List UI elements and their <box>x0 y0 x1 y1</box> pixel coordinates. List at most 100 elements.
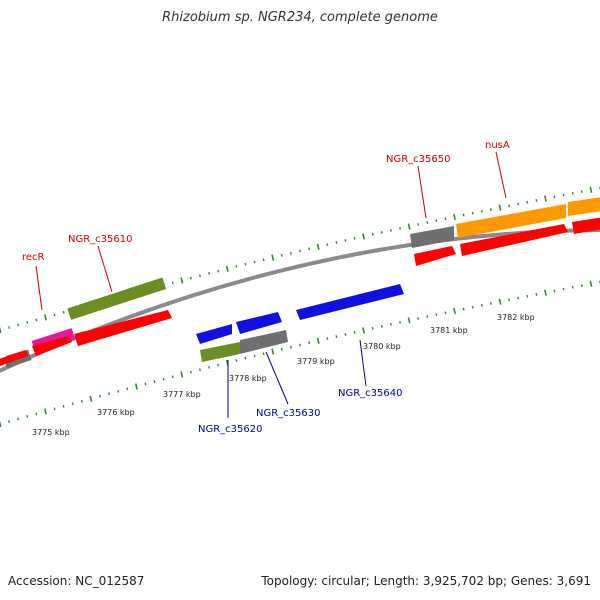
tick-mark <box>162 377 165 381</box>
tick-mark <box>380 230 383 234</box>
scale-labels: 3775 kbp 3776 kbp 3777 kbp 3778 kbp 3779… <box>32 313 535 437</box>
callout-lines <box>35 151 507 418</box>
tick-mark <box>435 219 438 223</box>
tick-mark <box>134 383 138 390</box>
gene-label-NGR_c35630: NGR_c35630 <box>256 408 321 419</box>
tick-mark <box>571 191 574 195</box>
tick-mark <box>0 326 2 334</box>
tick-mark <box>471 305 474 309</box>
tick-mark <box>444 217 447 221</box>
scale-label: 3779 kbp <box>297 357 335 366</box>
scale-label: 3782 kbp <box>497 313 535 322</box>
tick-mark <box>544 195 547 202</box>
gene-block-nusA[interactable] <box>456 204 566 238</box>
cds-arrow[interactable] <box>460 224 568 256</box>
cds-arrow[interactable] <box>32 336 72 356</box>
tick-mark <box>580 190 583 193</box>
tick-mark <box>480 303 483 307</box>
tick-mark <box>544 289 547 296</box>
tick-mark <box>235 359 238 362</box>
gene-arrow-blue[interactable] <box>236 312 282 334</box>
tick-mark <box>44 314 47 321</box>
gene-label-NGR_c35650: NGR_c35650 <box>386 154 451 165</box>
gene-block-NGR_c35620[interactable] <box>200 342 240 362</box>
tick-mark <box>344 333 347 336</box>
tick-mark <box>217 269 220 273</box>
tick-mark <box>117 390 120 393</box>
tick-mark <box>253 354 256 358</box>
tick-mark <box>8 326 11 329</box>
scale-label: 3781 kbp <box>430 326 468 335</box>
gene-arrow-blue[interactable] <box>196 324 232 344</box>
tick-mark <box>208 366 211 369</box>
tick-mark <box>280 253 283 257</box>
tick-mark <box>99 394 101 398</box>
cds-arrows-left <box>0 310 172 366</box>
upper-gene-labels: recR NGR_c35610 NGR_c35650 nusA <box>22 140 510 263</box>
tick-mark <box>589 280 593 287</box>
tick-mark <box>371 326 374 330</box>
tick-mark <box>462 307 465 311</box>
tick-mark <box>108 392 111 396</box>
tick-mark <box>53 407 56 411</box>
cds-arrow[interactable] <box>6 350 28 363</box>
tick-mark <box>35 318 38 322</box>
tick-mark <box>444 311 447 315</box>
tick-mark <box>517 202 520 206</box>
tick-mark <box>89 395 93 402</box>
tick-mark <box>453 307 456 314</box>
gene-label-NGR_c35610: NGR_c35610 <box>68 234 133 245</box>
tick-mark <box>517 296 520 300</box>
tick-mark <box>244 262 247 266</box>
scale-label: 3780 kbp <box>363 342 401 351</box>
gene-block-NGR_c35630[interactable] <box>240 330 288 354</box>
gene-label-NGR_c35620: NGR_c35620 <box>198 424 263 435</box>
tick-mark <box>299 249 301 253</box>
tick-mark <box>417 317 420 320</box>
tick-mark <box>144 382 147 386</box>
tick-mark <box>498 298 502 305</box>
tick-mark <box>35 412 38 416</box>
tick-mark <box>326 243 329 246</box>
tick-mark <box>8 420 11 423</box>
scale-label: 3775 kbp <box>32 428 70 437</box>
tick-mark <box>362 233 366 240</box>
tick-mark <box>417 223 420 226</box>
tick-mark <box>353 331 356 334</box>
tick-mark <box>180 371 184 378</box>
tick-mark <box>235 265 238 268</box>
gene-arrow-NGR_c35640[interactable] <box>296 284 404 320</box>
tick-mark <box>489 208 492 211</box>
scale-label: 3777 kbp <box>163 390 201 399</box>
tick-mark <box>299 343 301 347</box>
cds-arrow[interactable] <box>414 246 456 266</box>
tick-mark <box>571 285 574 289</box>
tick-mark <box>508 298 511 302</box>
tick-mark <box>389 323 392 326</box>
tick-mark <box>26 415 29 418</box>
gene-block-nusA-cont[interactable] <box>568 196 600 216</box>
tick-mark <box>399 227 401 230</box>
gene-block-NGR_c35610[interactable] <box>67 277 167 320</box>
gene-label-recR: recR <box>22 252 45 263</box>
scale-label: 3776 kbp <box>97 408 135 417</box>
tick-mark <box>271 348 275 355</box>
tick-mark <box>526 294 529 298</box>
cds-arrow[interactable] <box>74 310 172 346</box>
tick-mark <box>289 345 292 349</box>
tick-mark <box>535 293 538 296</box>
tick-mark <box>253 260 256 264</box>
gene-block-NGR_c35650[interactable] <box>410 226 454 248</box>
tick-mark <box>26 321 29 324</box>
cds-arrow[interactable] <box>572 216 600 234</box>
tick-mark <box>407 223 411 230</box>
tick-mark <box>262 352 265 356</box>
tick-mark <box>489 302 492 305</box>
tick-mark <box>53 313 56 317</box>
tick-mark <box>308 247 311 251</box>
tick-mark <box>171 375 174 379</box>
gene-track-right <box>410 196 600 266</box>
tick-mark <box>389 229 392 232</box>
tick-mark <box>308 341 311 345</box>
lower-gene-labels: NGR_c35620 NGR_c35630 NGR_c35640 <box>198 388 403 435</box>
